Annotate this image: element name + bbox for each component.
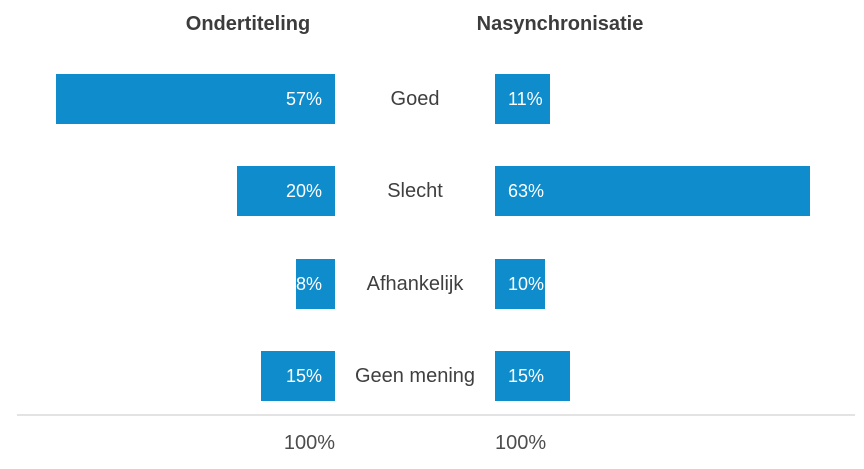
left-series-total: 100% bbox=[283, 432, 335, 454]
bar-nasynchronisatie-goed: 11% bbox=[495, 74, 550, 124]
bar-value-label: 8% bbox=[295, 273, 322, 294]
category-label-goed: Goed bbox=[390, 88, 440, 110]
category-label-afhankelijk: Afhankelijk bbox=[366, 273, 464, 295]
category-label-slecht: Slecht bbox=[387, 180, 443, 202]
category-label-geen-mening: Geen mening bbox=[354, 365, 476, 387]
bar-value-label: 20% bbox=[285, 180, 322, 201]
bar-nasynchronisatie-afhankelijk: 10% bbox=[495, 259, 545, 309]
left-series-title: Ondertiteling bbox=[185, 13, 311, 35]
bar-value-label: 15% bbox=[285, 365, 322, 386]
bar-value-label: 10% bbox=[508, 273, 545, 294]
bar-ondertiteling-slecht: 20% bbox=[237, 166, 335, 216]
right-series-total: 100% bbox=[495, 432, 547, 454]
bar-value-label: 57% bbox=[285, 88, 322, 109]
bar-ondertiteling-goed: 57% bbox=[56, 74, 335, 124]
bar-value-label: 15% bbox=[508, 365, 545, 386]
bar-ondertiteling-afhankelijk: 8% bbox=[296, 259, 335, 309]
right-series-title: Nasynchronisatie bbox=[476, 13, 644, 35]
bar-ondertiteling-geen-mening: 15% bbox=[261, 351, 335, 401]
bar-value-label: 63% bbox=[508, 180, 545, 201]
bar-nasynchronisatie-slecht: 63% bbox=[495, 166, 810, 216]
bar-value-label: 11% bbox=[508, 88, 543, 109]
baseline-divider bbox=[17, 414, 855, 416]
bar-nasynchronisatie-geen-mening: 15% bbox=[495, 351, 570, 401]
